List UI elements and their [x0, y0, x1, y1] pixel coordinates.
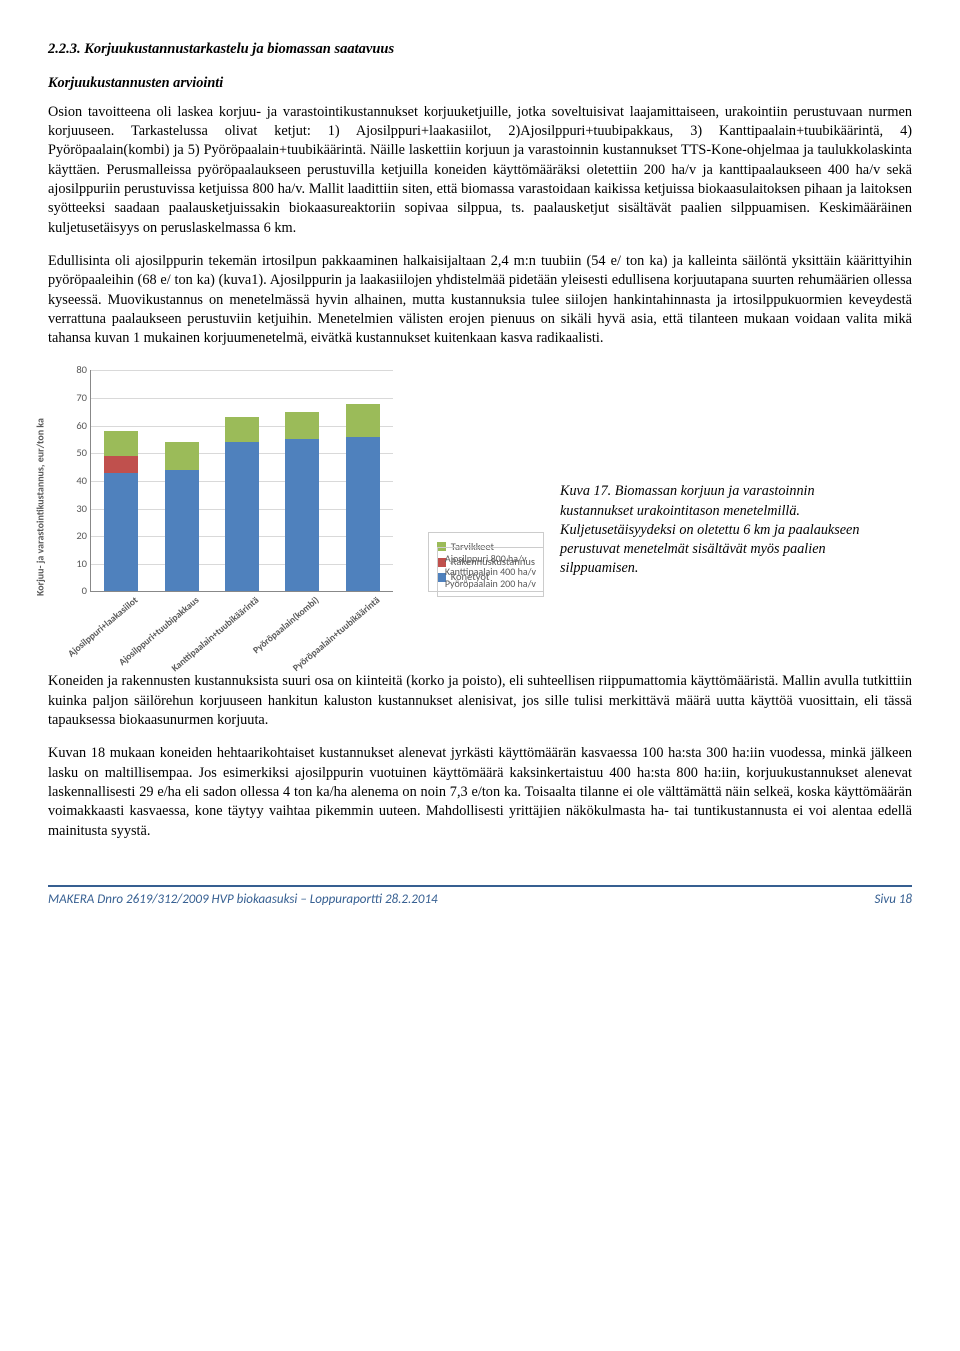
paragraph-1: Osion tavoitteena oli laskea korjuu- ja … — [48, 103, 912, 238]
paragraph-4: Kuvan 18 mukaan koneiden hehtaarikohtais… — [48, 744, 912, 840]
section-heading: 2.2.3. Korjuukustannustarkastelu ja biom… — [48, 40, 912, 60]
bar-chart: Korjuu- ja varastointikustannus, eur/ton… — [48, 362, 548, 652]
figure-17: Korjuu- ja varastointikustannus, eur/ton… — [48, 362, 912, 652]
plot-area: 01020304050607080Ajosilppuri+laakasiilot… — [90, 370, 393, 592]
paragraph-3: Koneiden ja rakennusten kustannuksista s… — [48, 672, 912, 730]
figure-caption: Kuva 17. Biomassan korjuun ja varastoinn… — [560, 482, 860, 578]
y-axis-label: Korjuu- ja varastointikustannus, eur/ton… — [33, 418, 47, 596]
footer-left: MAKERA Dnro 2619/312/2009 HVP biokaasuks… — [48, 891, 438, 909]
subheading: Korjuukustannusten arviointi — [48, 74, 912, 93]
footer-right: Sivu 18 — [875, 891, 912, 909]
page-footer: MAKERA Dnro 2619/312/2009 HVP biokaasuks… — [48, 885, 912, 909]
paragraph-2: Edullisinta oli ajosilppurin tekemän irt… — [48, 252, 912, 348]
chart-note: Ajosilppuri 800 ha/vKanttipaalain 400 ha… — [437, 547, 544, 597]
